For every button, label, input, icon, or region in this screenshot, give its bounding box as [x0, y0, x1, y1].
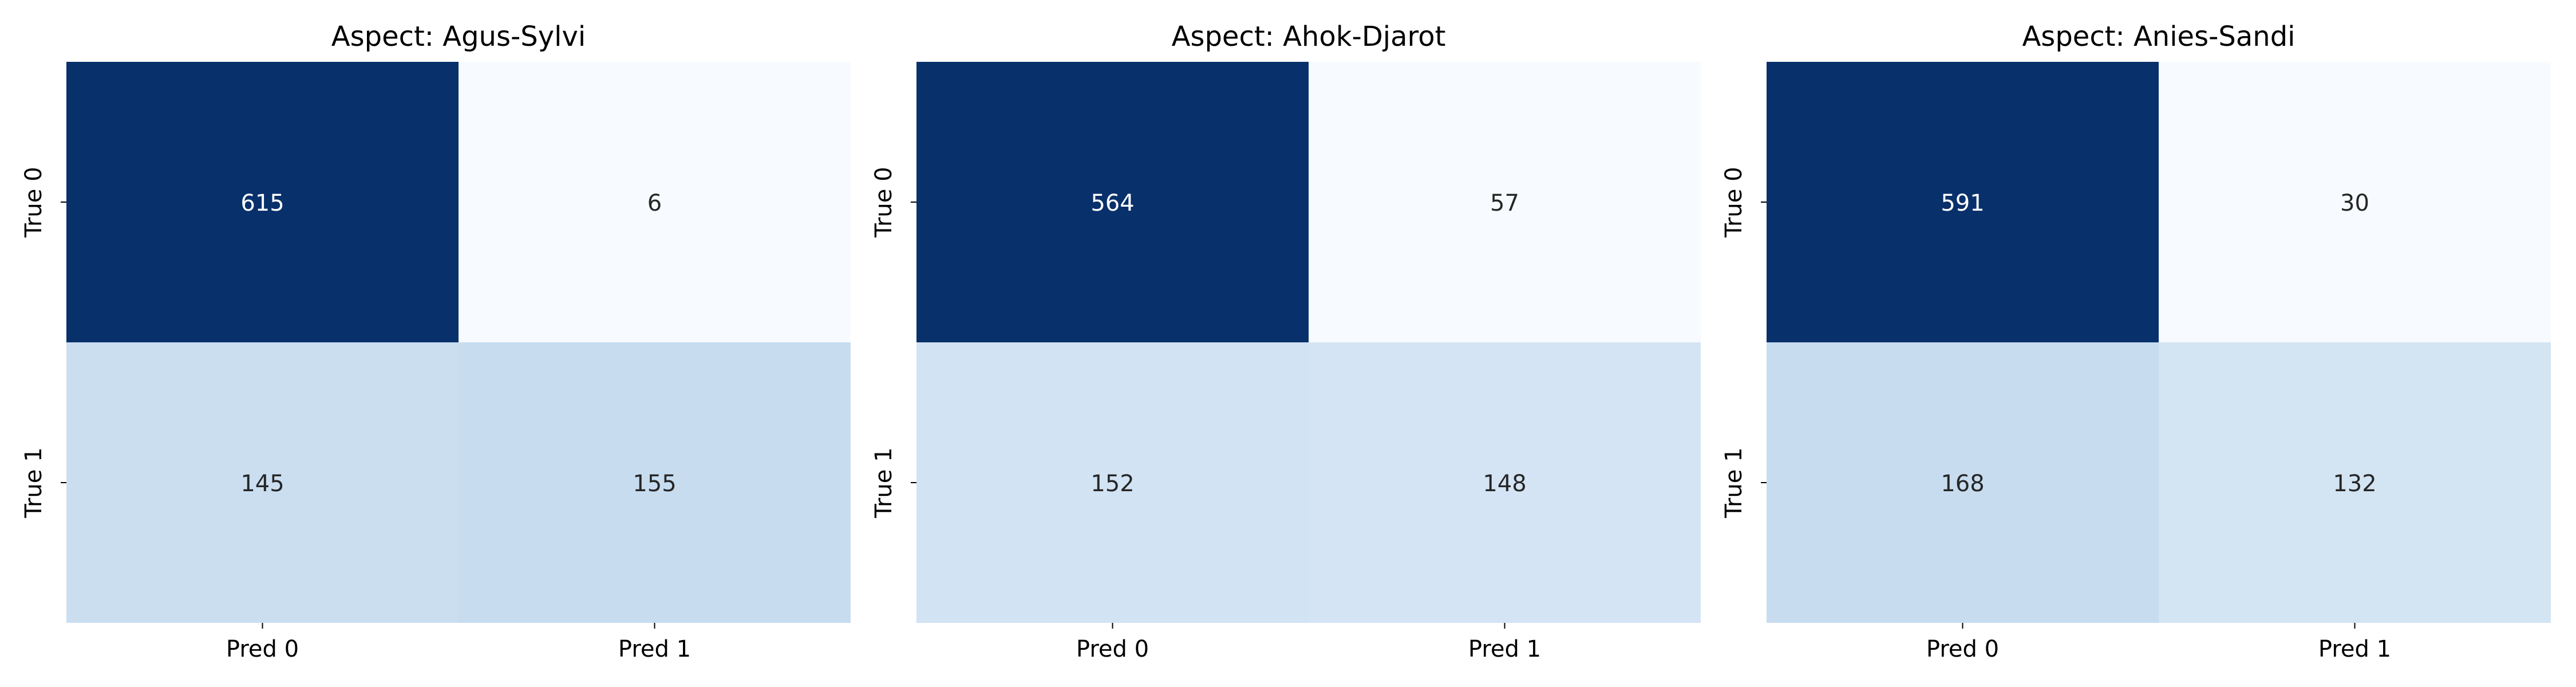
heatmap-panel-1: Aspect: Agus-Sylvi 615 6 145 155 Pred 0 Pred 1…	[21, 21, 851, 662]
heatmap-panel-2: Aspect: Ahok-Djarot 564 57 152 148 Pred 0 Pred…	[871, 21, 1701, 662]
x-tick-label: Pred 0	[226, 636, 299, 662]
chart-title: Aspect: Agus-Sylvi	[331, 21, 586, 53]
y-tick-label: True 1	[871, 447, 897, 518]
heatmap-cell	[459, 62, 851, 342]
cell-value-label: 591	[1941, 190, 1984, 216]
heatmap-cell	[66, 62, 459, 342]
heatmap-cell	[1309, 342, 1701, 623]
heatmap-cell	[916, 62, 1309, 342]
heatmap-cell	[2159, 62, 2551, 342]
chart-title: Aspect: Ahok-Djarot	[1172, 21, 1446, 53]
cell-value-label: 132	[2333, 471, 2376, 497]
heatmap-cell	[1309, 62, 1701, 342]
cell-value-label: 6	[647, 190, 662, 216]
y-tick-label: True 0	[871, 167, 897, 238]
y-tick-label: True 0	[21, 167, 47, 238]
heatmap-cell	[1767, 62, 2159, 342]
chart-title: Aspect: Anies-Sandi	[2022, 21, 2295, 53]
cell-value-label: 168	[1941, 471, 1984, 497]
x-tick-label: Pred 1	[2318, 636, 2391, 662]
y-tick-label: True 1	[21, 447, 47, 518]
x-tick-label: Pred 1	[1468, 636, 1541, 662]
x-tick-label: Pred 0	[1076, 636, 1149, 662]
cell-value-label: 564	[1091, 190, 1134, 216]
x-tick-label: Pred 1	[618, 636, 691, 662]
heatmap-cell	[459, 342, 851, 623]
cell-value-label: 155	[633, 471, 676, 497]
cell-value-label: 615	[240, 190, 284, 216]
y-tick-label: True 1	[1721, 447, 1747, 518]
cell-value-label: 57	[1490, 190, 1519, 216]
y-tick-label: True 0	[1721, 167, 1747, 238]
cell-value-label: 30	[2340, 190, 2369, 216]
heatmap-cell	[2159, 342, 2551, 623]
heatmap-panel-3: Aspect: Anies-Sandi 591 30 168 132 Pred 0 Pred…	[1721, 21, 2551, 662]
cell-value-label: 145	[240, 471, 284, 497]
heatmap-cell	[1767, 342, 2159, 623]
x-tick-label: Pred 0	[1926, 636, 1999, 662]
cell-value-label: 148	[1483, 471, 1526, 497]
cell-value-label: 152	[1091, 471, 1134, 497]
heatmap-cell	[66, 342, 459, 623]
heatmap-cell	[916, 342, 1309, 623]
